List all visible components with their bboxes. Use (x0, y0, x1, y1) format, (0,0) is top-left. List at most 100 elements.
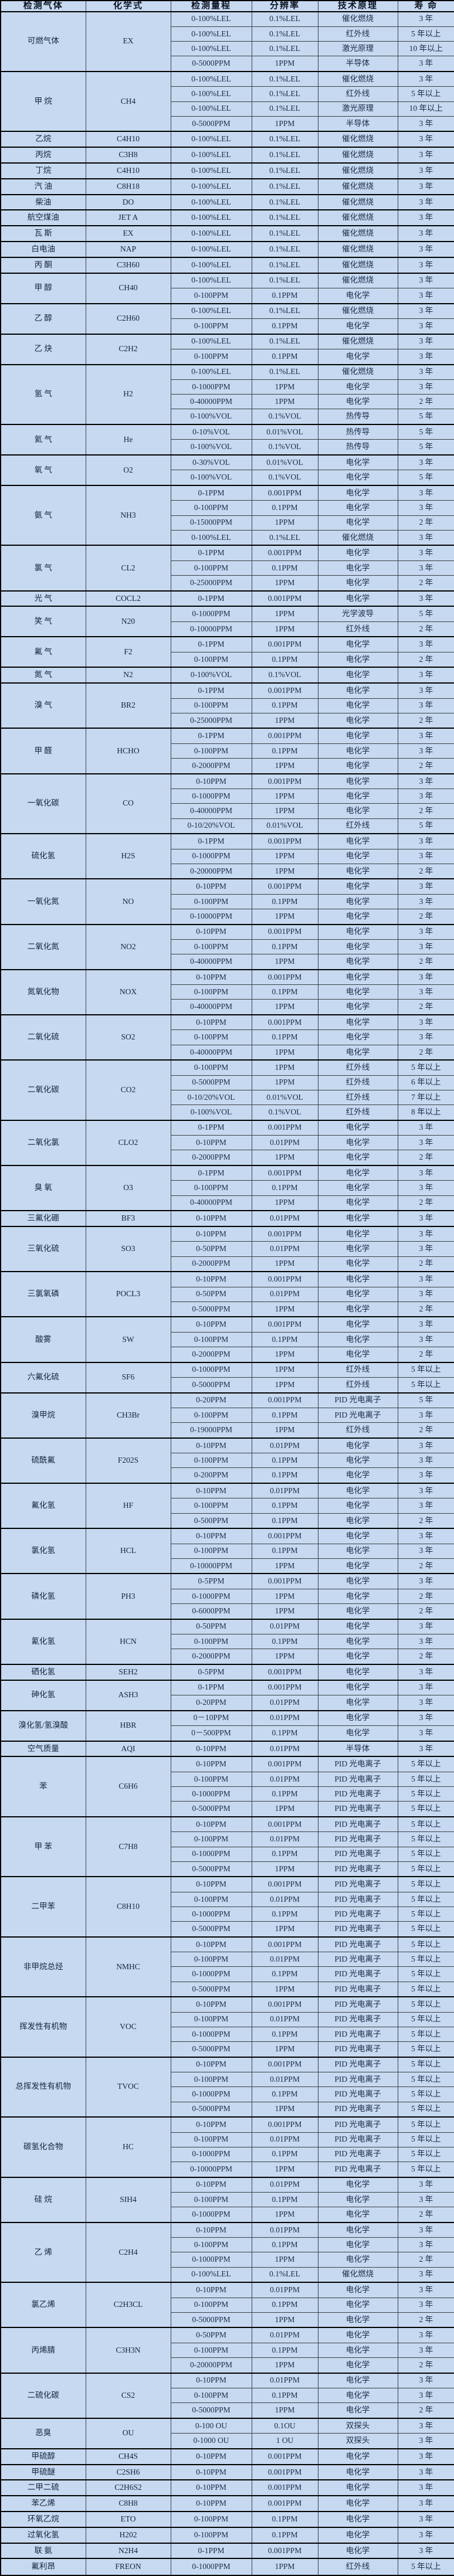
resolution-cell: 0.1PPM (251, 2086, 319, 2102)
gas-name-cell: 二甲苯 (0, 1876, 86, 1938)
formula-cell: CLO2 (85, 1119, 171, 1166)
life-cell: 5 年以上 (397, 2162, 454, 2177)
principle-cell: 红外线 (317, 1377, 398, 1394)
table-row: 0-100PPM 0.1PPM 电化学 3 年 (1, 743, 454, 759)
gas-name-cell: 酸雾 (0, 1316, 86, 1363)
principle-cell: 电化学 (317, 1180, 398, 1196)
gas-name-cell: 氟 气 (0, 636, 86, 668)
principle-cell: 电化学 (317, 1135, 398, 1151)
life-cell: 5 年 (397, 423, 454, 440)
life-cell: 2 年 (397, 999, 454, 1015)
life-cell: 3 年 (397, 1467, 454, 1484)
life-cell: 5 年 (397, 470, 454, 486)
table-row: 六氟化硫 SF6 0-1000PPM 1PPM 红外线 5 年以上 (0, 1361, 454, 1394)
life-cell: 3 年 (397, 1135, 454, 1151)
life-cell: 3 年 (397, 878, 454, 895)
gas-name-cell: 苯乙烯 (0, 2495, 86, 2512)
life-cell: 5 年以上 (397, 1861, 454, 1877)
resolution-cell: 0.001PPM (251, 2056, 319, 2073)
life-cell: 3 年 (397, 893, 454, 910)
resolution-cell: 0.001PPM (251, 2479, 319, 2496)
table-body: 可燃气体 EX 0-100%LEL 0.1%LEL 催化燃烧 3 年 0-100%LEL 0.… (0, 11, 454, 2576)
formula-cell: N2H4 (85, 2542, 171, 2559)
gas-name-cell: 氯乙烯 (0, 2282, 86, 2328)
formula-cell: BF3 (85, 1210, 171, 1227)
principle-cell: 红外线 (317, 1361, 398, 1378)
gas-name-cell: 二氧化氯 (0, 1119, 86, 1166)
formula-cell: FREON (85, 2558, 171, 2576)
table-row: 二氧化硫 SO2 0-10PPM 0.001PPM 电化学 3 年 (0, 1014, 454, 1061)
formula-cell: H202 (85, 2526, 171, 2544)
resolution-cell: 0.1PPM (251, 1634, 319, 1650)
principle-cell: PID 光电离子 (317, 1966, 398, 1982)
resolution-cell: 0.1%LEL (251, 225, 319, 242)
life-cell: 2 年 (397, 1649, 454, 1665)
table-row: 氟利昂 FREON 0-1000PPM 1PPM 红外线 5 年以上 (0, 2558, 454, 2576)
range-cell: 0-6000PPM (170, 1603, 252, 1620)
life-cell: 3 年 (397, 349, 454, 365)
range-cell: 0-10000PPM (170, 621, 252, 637)
principle-cell: 电化学 (317, 1467, 398, 1484)
formula-cell: ETO (85, 2511, 171, 2528)
principle-cell: PID 光电离子 (317, 1786, 398, 1802)
resolution-cell: 0.001PPM (251, 1392, 319, 1409)
table-row: 0-25000PPM 1PPM 电化学 2 年 (1, 712, 454, 729)
life-cell: 3 年 (397, 209, 454, 226)
resolution-cell: 0.1%VOL (251, 439, 319, 456)
principle-cell: 双探头 (317, 2417, 398, 2434)
gas-name-cell: 硫化氢 (0, 833, 86, 879)
principle-cell: 电化学 (317, 545, 398, 561)
principle-cell: 催化燃烧 (317, 131, 398, 148)
range-cell: 0-10PPM (170, 1740, 252, 1757)
table-row: 瓦 斯 EX 0-100%LEL 0.1%LEL 催化燃烧 3 年 (0, 225, 454, 242)
range-cell: 0-100PPM (170, 2388, 252, 2404)
range-cell: 0-100%LEL (170, 209, 252, 226)
table-row: 氰化氢 HCN 0-50PPM 0.01PPM 电化学 3 年 (0, 1618, 454, 1665)
resolution-cell: 0.1PPM (251, 984, 319, 1000)
life-cell: 3 年 (397, 1316, 454, 1333)
principle-cell: 电化学 (317, 2495, 398, 2512)
range-cell: 0-100PPM (170, 2526, 252, 2544)
resolution-cell: 0.001PPM (251, 968, 319, 985)
principle-cell: 电化学 (317, 590, 398, 607)
principle-cell: 电化学 (317, 1150, 398, 1166)
table-row: 航空煤油 JET A 0-100%LEL 0.1%LEL 催化燃烧 3 年 (0, 209, 454, 226)
resolution-cell: 0.1PPM (251, 1543, 319, 1559)
resolution-cell: 0.01PPM (251, 1740, 319, 1757)
table-row: 甲硫醚 C2SH6 0-10PPM 0.001PPM 电化学 3 年 (0, 2463, 454, 2480)
principle-cell: 电化学 (317, 1347, 398, 1363)
table-row: 0-1000PPM 1PPM 电化学 3 年 (1, 848, 454, 864)
formula-cell: O2 (85, 454, 171, 486)
formula-cell: HBR (85, 1710, 171, 1742)
range-cell: 0-100PPM (170, 1543, 252, 1559)
range-cell: 0-1PPM (170, 545, 252, 561)
life-cell: 5 年以上 (397, 1906, 454, 1922)
life-cell: 3 年 (397, 131, 454, 148)
life-cell: 3 年 (397, 590, 454, 607)
resolution-cell: 0.001PPM (251, 1316, 319, 1333)
table-row: 0-5000PPM 1PPM PID 光电离子 5 年以上 (1, 1981, 454, 1997)
range-cell: 0-1000PPM (170, 2086, 252, 2102)
principle-cell: PID 光电离子 (317, 1801, 398, 1817)
formula-cell: OU (85, 2417, 171, 2449)
range-cell: 0-1000PPM (170, 1906, 252, 1922)
table-row: 0-10000PPM 1PPM 红外线 2 年 (1, 621, 454, 637)
life-cell: 2 年 (397, 1558, 454, 1574)
resolution-cell: 0.001PPM (251, 1164, 319, 1181)
gas-name-cell: 二甲二硫 (0, 2479, 86, 2496)
table-row: 0-100PPM 0.1PPM 电化学 3 年 (1, 500, 454, 516)
formula-cell: SW (85, 1316, 171, 1363)
table-row: 二氧化氮 NO2 0-10PPM 0.001PPM 电化学 3 年 (0, 923, 454, 970)
resolution-cell: 0.1PPM (251, 1029, 319, 1045)
principle-cell: 红外线 (317, 1075, 398, 1090)
range-cell: 0-10000PPM (170, 2162, 252, 2177)
resolution-cell: 0.01PPM (251, 1771, 319, 1787)
resolution-cell: 1PPM (251, 758, 319, 774)
range-cell: 0-40000PPM (170, 1195, 252, 1211)
range-cell: 0-100PPM (170, 698, 252, 713)
principle-cell: 电化学 (317, 1558, 398, 1574)
principle-cell: 电化学 (317, 515, 398, 531)
principle-cell: 电化学 (317, 1634, 398, 1650)
range-cell: 0-100%LEL (170, 131, 252, 148)
gas-name-cell: 硫酰氟 (0, 1437, 86, 1484)
